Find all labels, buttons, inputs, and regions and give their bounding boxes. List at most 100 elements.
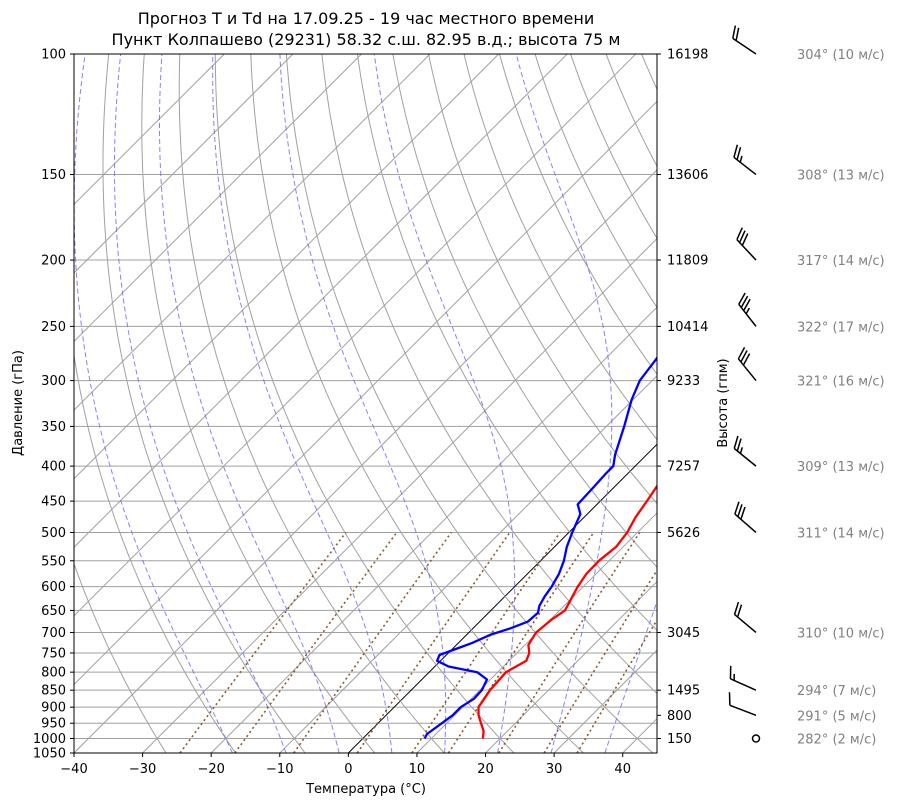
barb-flag	[732, 25, 737, 39]
barb-flag	[736, 227, 743, 240]
wind-label: 311° (14 м/с)	[797, 526, 885, 541]
isotherm-line	[416, 512, 657, 753]
barb-shaft	[736, 239, 757, 261]
barb-flag	[742, 353, 751, 366]
wind-barb	[733, 144, 757, 176]
height-tick-label: 13606	[667, 168, 708, 183]
x-axis-label: Температура (°C)	[305, 782, 426, 797]
barb-shaft	[732, 37, 757, 55]
p-tick-label: 950	[41, 717, 66, 732]
isotherm-line	[74, 100, 657, 686]
p-tick-label: 850	[41, 684, 66, 699]
x-tick-label: 30	[546, 762, 563, 777]
p-tick-label: 300	[41, 374, 66, 389]
height-tick-label: 10414	[667, 320, 708, 335]
dry-adiabat	[499, 54, 657, 375]
dry-adiabat	[855, 54, 900, 753]
barb-flag	[738, 230, 746, 243]
wind-label: 310° (10 м/с)	[797, 626, 885, 641]
barb-flag	[740, 295, 749, 308]
wind-label: 322° (17 м/с)	[797, 320, 885, 335]
p-tick-label: 250	[41, 320, 66, 335]
isotherm-line	[74, 54, 568, 548]
dry-adiabat	[605, 54, 657, 168]
mixing-ratio-line	[179, 531, 347, 753]
height-tick-label: 3045	[667, 626, 700, 641]
barb-flag	[733, 144, 739, 158]
dry-adiabat	[321, 54, 657, 695]
barb-flag	[733, 601, 740, 615]
barb-flag	[736, 147, 742, 160]
dry-adiabat	[748, 54, 900, 753]
mixing-ratio-line	[447, 531, 595, 753]
barb-flag	[736, 438, 742, 452]
height-tick-label: 7257	[667, 460, 700, 475]
wind-barb	[737, 347, 757, 382]
wind-barbs-panel: 304° (10 м/с) 308° (13 м/с) 317° (14 м/с) 3…	[728, 25, 885, 747]
wind-barb	[729, 665, 757, 691]
wind-barb	[732, 25, 757, 55]
dry-adiabat	[74, 562, 167, 753]
isotherm-line	[760, 54, 900, 753]
mixing-ratio-line	[498, 531, 641, 753]
wind-label: 282° (2 м/с)	[797, 732, 876, 747]
wind-barb	[738, 292, 757, 327]
dry-adiabat	[102, 54, 306, 753]
isotherm-line	[74, 54, 294, 274]
p-tick-label: 450	[41, 495, 66, 510]
x-tick-label: −30	[129, 762, 156, 777]
barb-flag	[740, 506, 746, 520]
p-tick-label: 700	[41, 626, 66, 641]
isotherm-line	[485, 580, 657, 753]
moist-adiabat	[114, 54, 287, 753]
y-axis-label: Давление (гПа)	[11, 350, 26, 456]
dry-adiabat	[534, 54, 657, 309]
wind-barb	[751, 734, 761, 743]
profile-series	[423, 356, 657, 740]
p-tick-label: 150	[41, 168, 66, 183]
wind-barb	[733, 435, 757, 467]
height-tick-label: 16198	[667, 48, 708, 63]
dewpoint-line	[423, 356, 657, 740]
height-tick-label: 5626	[667, 526, 700, 541]
barb-shaft	[733, 447, 757, 467]
isotherm-line	[74, 54, 500, 480]
barb-flag	[741, 233, 749, 246]
barb-flag	[740, 350, 748, 363]
wind-label: 304° (10 м/с)	[797, 48, 885, 63]
wind-barb	[736, 227, 757, 261]
dry-adiabat	[819, 54, 900, 753]
p-tick-label: 550	[41, 554, 66, 569]
barb-shaft	[733, 156, 757, 176]
barb-flag	[737, 347, 746, 360]
barb-flag	[738, 292, 746, 305]
barb-half-flag	[739, 447, 744, 454]
calm-circle	[751, 734, 761, 743]
x-tick-label: −40	[60, 762, 87, 777]
barb-half-flag	[745, 307, 750, 315]
dry-adiabat	[214, 54, 515, 753]
height-tick-label: 150	[667, 732, 692, 747]
isotherm-line	[74, 54, 637, 617]
wind-barb	[734, 501, 757, 534]
barb-flag	[734, 501, 740, 515]
wind-barb	[733, 601, 757, 634]
moist-adiabat	[159, 54, 340, 753]
height-tick-label: 9233	[667, 374, 700, 389]
wind-barb	[728, 692, 757, 717]
barb-flag	[733, 435, 739, 449]
dry-adiabat	[677, 54, 900, 753]
p-tick-label: 900	[41, 701, 66, 716]
isotherm-line	[142, 237, 657, 753]
height-axis-label: Высота (гпм)	[716, 358, 731, 447]
barb-half-flag	[739, 155, 743, 163]
p-tick-label: 650	[41, 604, 66, 619]
x-tick-label: 10	[409, 762, 426, 777]
x-tick-label: 20	[477, 762, 494, 777]
mixing-ratio-line	[411, 531, 561, 753]
barb-shaft	[729, 704, 757, 717]
plot-frame	[73, 53, 658, 754]
barb-shaft	[738, 303, 757, 327]
